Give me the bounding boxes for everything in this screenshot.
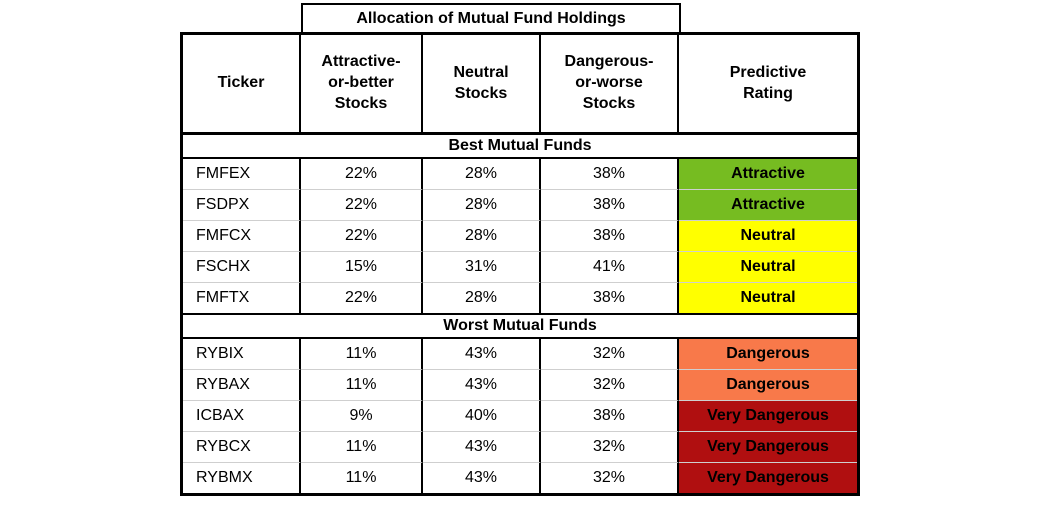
header-neutral: Neutral Stocks [423, 35, 541, 132]
neutral-pct-cell: 43% [423, 370, 541, 401]
attractive-pct-cell: 22% [301, 190, 423, 221]
header-ticker: Ticker [183, 35, 301, 132]
rating-cell: Attractive [679, 190, 857, 221]
rating-cell: Very Dangerous [679, 432, 857, 463]
ticker-cell: FSCHX [183, 252, 301, 283]
dangerous-pct-cell: 32% [541, 370, 679, 401]
table-row: RYBIX 11% 43% 32% Dangerous [183, 339, 857, 370]
neutral-pct-cell: 28% [423, 283, 541, 313]
dangerous-pct-cell: 41% [541, 252, 679, 283]
dangerous-pct-cell: 32% [541, 339, 679, 370]
rating-cell: Very Dangerous [679, 401, 857, 432]
rating-cell: Neutral [679, 283, 857, 313]
table-body: Ticker Attractive- or-better Stocks Neut… [180, 32, 860, 496]
neutral-pct-cell: 31% [423, 252, 541, 283]
table-row: RYBCX 11% 43% 32% Very Dangerous [183, 432, 857, 463]
header-predictive-rating: Predictive Rating [729, 63, 807, 102]
header-dangerous-or-worse: Dangerous- or-worse Stocks [541, 35, 679, 132]
ticker-cell: FMFEX [183, 159, 301, 190]
dangerous-pct-cell: 32% [541, 463, 679, 493]
attractive-pct-cell: 11% [301, 432, 423, 463]
table-title: Allocation of Mutual Fund Holdings [301, 3, 681, 32]
rating-cell: Dangerous [679, 339, 857, 370]
attractive-pct-cell: 22% [301, 221, 423, 252]
neutral-pct-cell: 28% [423, 190, 541, 221]
ticker-cell: RYBIX [183, 339, 301, 370]
rating-cell: Very Dangerous [679, 463, 857, 493]
table-row: FSDPX 22% 28% 38% Attractive [183, 190, 857, 221]
header-attractive-or-better: Attractive- or-better Stocks [301, 35, 423, 132]
neutral-pct-cell: 40% [423, 401, 541, 432]
neutral-pct-cell: 43% [423, 463, 541, 493]
column-header-row: Ticker Attractive- or-better Stocks Neut… [183, 35, 857, 135]
rating-cell: Neutral [679, 221, 857, 252]
attractive-pct-cell: 11% [301, 339, 423, 370]
attractive-pct-cell: 15% [301, 252, 423, 283]
dangerous-pct-cell: 38% [541, 190, 679, 221]
attractive-pct-cell: 22% [301, 283, 423, 313]
section-worst-rows: RYBIX 11% 43% 32% Dangerous RYBAX 11% 43… [183, 339, 857, 493]
table-row: FMFCX 22% 28% 38% Neutral [183, 221, 857, 252]
ticker-cell: RYBMX [183, 463, 301, 493]
ticker-cell: ICBAX [183, 401, 301, 432]
attractive-pct-cell: 9% [301, 401, 423, 432]
ticker-cell: RYBCX [183, 432, 301, 463]
table-row: FMFTX 22% 28% 38% Neutral [183, 283, 857, 313]
mutual-fund-table: Allocation of Mutual Fund Holdings Ticke… [180, 3, 860, 496]
ticker-cell: RYBAX [183, 370, 301, 401]
dangerous-pct-cell: 38% [541, 283, 679, 313]
neutral-pct-cell: 43% [423, 432, 541, 463]
attractive-pct-cell: 11% [301, 463, 423, 493]
rating-cell: Neutral [679, 252, 857, 283]
rating-cell: Attractive [679, 159, 857, 190]
ticker-cell: FMFTX [183, 283, 301, 313]
rating-cell: Dangerous [679, 370, 857, 401]
dangerous-pct-cell: 38% [541, 159, 679, 190]
attractive-pct-cell: 11% [301, 370, 423, 401]
neutral-pct-cell: 28% [423, 159, 541, 190]
dangerous-pct-cell: 38% [541, 401, 679, 432]
section-best-rows: FMFEX 22% 28% 38% Attractive FSDPX 22% 2… [183, 159, 857, 313]
dangerous-pct-cell: 32% [541, 432, 679, 463]
section-band-best: Best Mutual Funds [183, 135, 857, 159]
table-row: ICBAX 9% 40% 38% Very Dangerous [183, 401, 857, 432]
neutral-pct-cell: 28% [423, 221, 541, 252]
ticker-cell: FMFCX [183, 221, 301, 252]
attractive-pct-cell: 22% [301, 159, 423, 190]
dangerous-pct-cell: 38% [541, 221, 679, 252]
table-title-row: Allocation of Mutual Fund Holdings [180, 3, 860, 32]
ticker-cell: FSDPX [183, 190, 301, 221]
section-band-worst: Worst Mutual Funds [183, 313, 857, 339]
neutral-pct-cell: 43% [423, 339, 541, 370]
table-row: RYBMX 11% 43% 32% Very Dangerous [183, 463, 857, 493]
table-row: RYBAX 11% 43% 32% Dangerous [183, 370, 857, 401]
table-row: FSCHX 15% 31% 41% Neutral [183, 252, 857, 283]
table-row: FMFEX 22% 28% 38% Attractive [183, 159, 857, 190]
